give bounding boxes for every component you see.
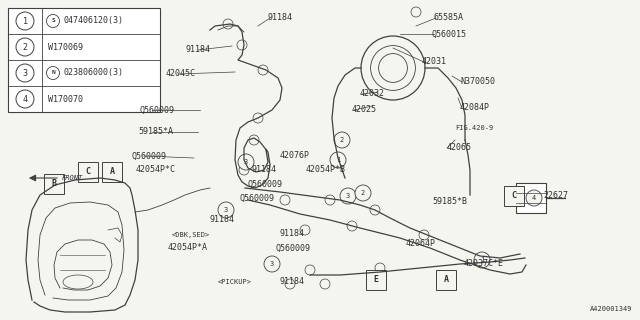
Text: 3: 3 bbox=[244, 159, 248, 165]
Text: 42045C: 42045C bbox=[166, 69, 196, 78]
Circle shape bbox=[264, 256, 280, 272]
Text: N: N bbox=[51, 70, 55, 76]
FancyBboxPatch shape bbox=[504, 186, 524, 206]
Circle shape bbox=[330, 152, 346, 168]
FancyBboxPatch shape bbox=[516, 183, 546, 213]
Text: W170069: W170069 bbox=[48, 43, 83, 52]
Circle shape bbox=[375, 263, 385, 273]
Text: 1: 1 bbox=[22, 17, 28, 26]
Circle shape bbox=[305, 265, 315, 275]
Circle shape bbox=[411, 7, 421, 17]
Text: 65585A: 65585A bbox=[434, 13, 464, 22]
Circle shape bbox=[249, 135, 259, 145]
Text: C: C bbox=[86, 167, 90, 177]
Circle shape bbox=[285, 279, 295, 289]
Text: 3: 3 bbox=[224, 207, 228, 213]
Circle shape bbox=[325, 195, 335, 205]
FancyBboxPatch shape bbox=[78, 162, 98, 182]
Text: FIG.420-9: FIG.420-9 bbox=[455, 125, 493, 131]
Circle shape bbox=[239, 165, 249, 175]
Circle shape bbox=[419, 230, 429, 240]
Text: 4: 4 bbox=[22, 94, 28, 103]
Circle shape bbox=[347, 221, 357, 231]
Text: 91184: 91184 bbox=[268, 13, 293, 22]
Circle shape bbox=[258, 65, 268, 75]
Circle shape bbox=[370, 205, 380, 215]
Text: Q560009: Q560009 bbox=[240, 194, 275, 203]
Text: N370050: N370050 bbox=[460, 77, 495, 86]
Text: 3: 3 bbox=[22, 68, 28, 77]
FancyBboxPatch shape bbox=[44, 174, 64, 194]
Text: 42054P*B: 42054P*B bbox=[306, 165, 346, 174]
Text: C: C bbox=[511, 191, 516, 201]
Text: FRONT: FRONT bbox=[62, 175, 83, 181]
Text: A: A bbox=[444, 276, 449, 284]
Text: 2: 2 bbox=[340, 137, 344, 143]
Text: 42032: 42032 bbox=[360, 90, 385, 99]
Text: Q560009: Q560009 bbox=[132, 151, 167, 161]
Circle shape bbox=[340, 188, 356, 204]
Text: Q560009: Q560009 bbox=[248, 180, 283, 188]
Text: 42025: 42025 bbox=[352, 106, 377, 115]
Text: 91184: 91184 bbox=[280, 277, 305, 286]
Text: 047406120(3): 047406120(3) bbox=[63, 17, 123, 26]
Circle shape bbox=[238, 154, 254, 170]
Circle shape bbox=[223, 19, 233, 29]
Text: 42076P: 42076P bbox=[280, 151, 310, 161]
Text: Q560015: Q560015 bbox=[432, 29, 467, 38]
Text: 3: 3 bbox=[270, 261, 274, 267]
Circle shape bbox=[474, 252, 490, 268]
Circle shape bbox=[280, 195, 290, 205]
FancyBboxPatch shape bbox=[436, 270, 456, 290]
Text: S: S bbox=[51, 19, 55, 23]
Text: 91184: 91184 bbox=[252, 165, 277, 174]
Text: 42064P: 42064P bbox=[406, 239, 436, 249]
FancyBboxPatch shape bbox=[102, 162, 122, 182]
Text: 42084P: 42084P bbox=[460, 103, 490, 113]
Text: 42031: 42031 bbox=[422, 58, 447, 67]
Text: 1: 1 bbox=[480, 257, 484, 263]
Text: 91184: 91184 bbox=[280, 229, 305, 238]
Text: E: E bbox=[374, 276, 378, 284]
Circle shape bbox=[300, 225, 310, 235]
FancyBboxPatch shape bbox=[366, 270, 386, 290]
Text: 22627: 22627 bbox=[543, 191, 568, 201]
Text: 4: 4 bbox=[532, 195, 536, 201]
Text: W170070: W170070 bbox=[48, 94, 83, 103]
Text: 59185*A: 59185*A bbox=[138, 127, 173, 137]
Text: 42037C*E: 42037C*E bbox=[464, 260, 504, 268]
Bar bbox=[8, 8, 160, 112]
Text: <DBK,SED>: <DBK,SED> bbox=[172, 232, 211, 238]
Text: 91184: 91184 bbox=[210, 215, 235, 225]
Text: A420001349: A420001349 bbox=[589, 306, 632, 312]
Text: 91184: 91184 bbox=[186, 45, 211, 54]
Circle shape bbox=[253, 113, 263, 123]
Circle shape bbox=[320, 279, 330, 289]
Text: 2: 2 bbox=[361, 190, 365, 196]
Text: <PICKUP>: <PICKUP> bbox=[218, 279, 252, 285]
Text: Q560009: Q560009 bbox=[140, 106, 175, 115]
Circle shape bbox=[526, 190, 542, 206]
Text: 42054P*C: 42054P*C bbox=[136, 165, 176, 174]
Circle shape bbox=[237, 40, 247, 50]
Text: A: A bbox=[109, 167, 115, 177]
Text: B: B bbox=[51, 180, 56, 188]
Circle shape bbox=[218, 202, 234, 218]
Text: 023806000(3): 023806000(3) bbox=[63, 68, 123, 77]
Text: 59185*B: 59185*B bbox=[432, 197, 467, 206]
Text: 42065: 42065 bbox=[447, 143, 472, 153]
Text: 1: 1 bbox=[336, 157, 340, 163]
Text: Q560009: Q560009 bbox=[276, 244, 311, 252]
Circle shape bbox=[355, 185, 371, 201]
Text: 2: 2 bbox=[22, 43, 28, 52]
Text: 3: 3 bbox=[346, 193, 350, 199]
Text: 42054P*A: 42054P*A bbox=[168, 244, 208, 252]
Circle shape bbox=[334, 132, 350, 148]
